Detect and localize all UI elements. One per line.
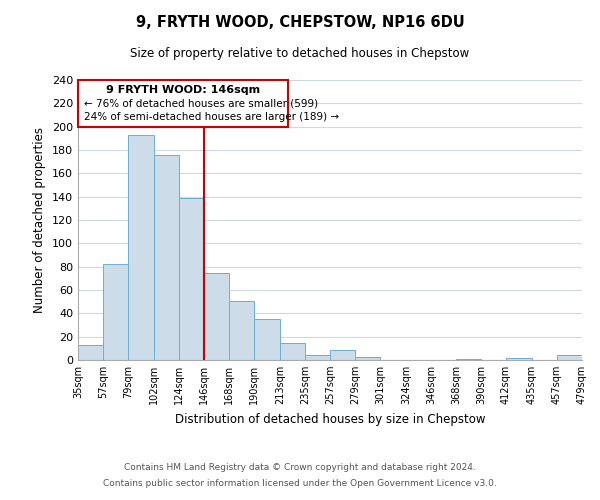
Bar (254, 319, 280, 360)
FancyBboxPatch shape (78, 80, 288, 126)
Bar (305, 356, 330, 360)
Bar (103, 264, 128, 360)
Bar (204, 272, 229, 360)
Bar (128, 135, 154, 360)
Text: Contains HM Land Registry data © Crown copyright and database right 2024.: Contains HM Land Registry data © Crown c… (124, 464, 476, 472)
Text: 24% of semi-detached houses are larger (189) →: 24% of semi-detached houses are larger (… (83, 112, 339, 122)
Bar (154, 154, 179, 360)
Bar (506, 358, 532, 360)
X-axis label: Distribution of detached houses by size in Chepstow: Distribution of detached houses by size … (175, 412, 485, 426)
Bar (179, 198, 204, 360)
Bar (330, 350, 355, 360)
Y-axis label: Number of detached properties: Number of detached properties (34, 127, 46, 313)
Bar (280, 342, 305, 360)
Text: Size of property relative to detached houses in Chepstow: Size of property relative to detached ho… (130, 48, 470, 60)
Bar (355, 356, 380, 360)
Text: Contains public sector information licensed under the Open Government Licence v3: Contains public sector information licen… (103, 478, 497, 488)
Bar (229, 300, 254, 360)
Bar (78, 345, 103, 360)
Bar (456, 359, 481, 360)
Text: ← 76% of detached houses are smaller (599): ← 76% of detached houses are smaller (59… (83, 98, 318, 108)
Text: 9 FRYTH WOOD: 146sqm: 9 FRYTH WOOD: 146sqm (106, 84, 260, 94)
Text: 9, FRYTH WOOD, CHEPSTOW, NP16 6DU: 9, FRYTH WOOD, CHEPSTOW, NP16 6DU (136, 15, 464, 30)
Bar (557, 356, 582, 360)
